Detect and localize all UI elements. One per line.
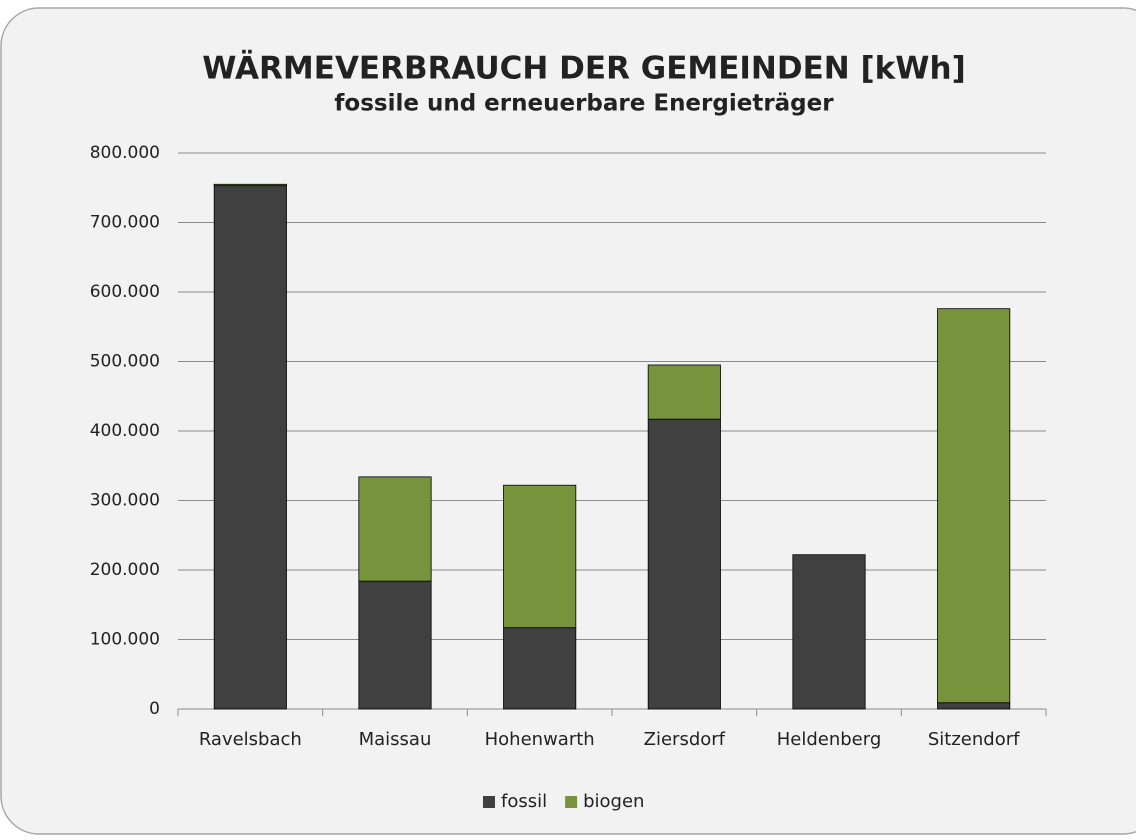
bar-segment [937,702,1011,710]
legend-swatch [565,796,578,808]
y-tick-label: 700.000 [90,213,160,233]
y-tick-label: 0 [149,699,160,719]
y-tick-label: 200.000 [90,560,160,580]
bar-segment [358,476,432,582]
y-tick-label: 400.000 [90,421,160,441]
legend-swatch [483,796,495,808]
bar-segment [358,580,432,710]
y-tick-label: 800.000 [90,143,160,163]
y-tick-label: 500.000 [90,352,160,372]
bar-segment [937,308,1011,704]
y-tick-label: 100.000 [90,630,160,650]
bar-segment [213,183,287,187]
chart-subtitle: fossile und erneuerbare Energieträger [334,91,834,117]
y-tick-label: 600.000 [90,282,160,302]
chart-title: WÄRMEVERBRAUCH DER GEMEINDEN [kWh] [202,51,965,87]
bar-segment [503,484,577,629]
x-tick-label: Maissau [359,729,432,750]
x-tick-label: Heldenberg [777,729,882,750]
legend-label: fossil [501,791,547,812]
bar-segment [647,364,721,420]
legend-label: biogen [583,791,644,812]
x-tick-label: Sitzendorf [928,729,1020,750]
x-tick-label: Ziersdorf [644,729,726,750]
y-tick-label: 300.000 [90,491,160,511]
x-tick-label: Ravelsbach [199,729,302,750]
bar-segment [213,185,287,710]
x-tick-label: Hohenwarth [485,729,595,750]
bar-segment [503,627,577,710]
bar-segment [647,418,721,710]
bar-segment [792,554,866,710]
